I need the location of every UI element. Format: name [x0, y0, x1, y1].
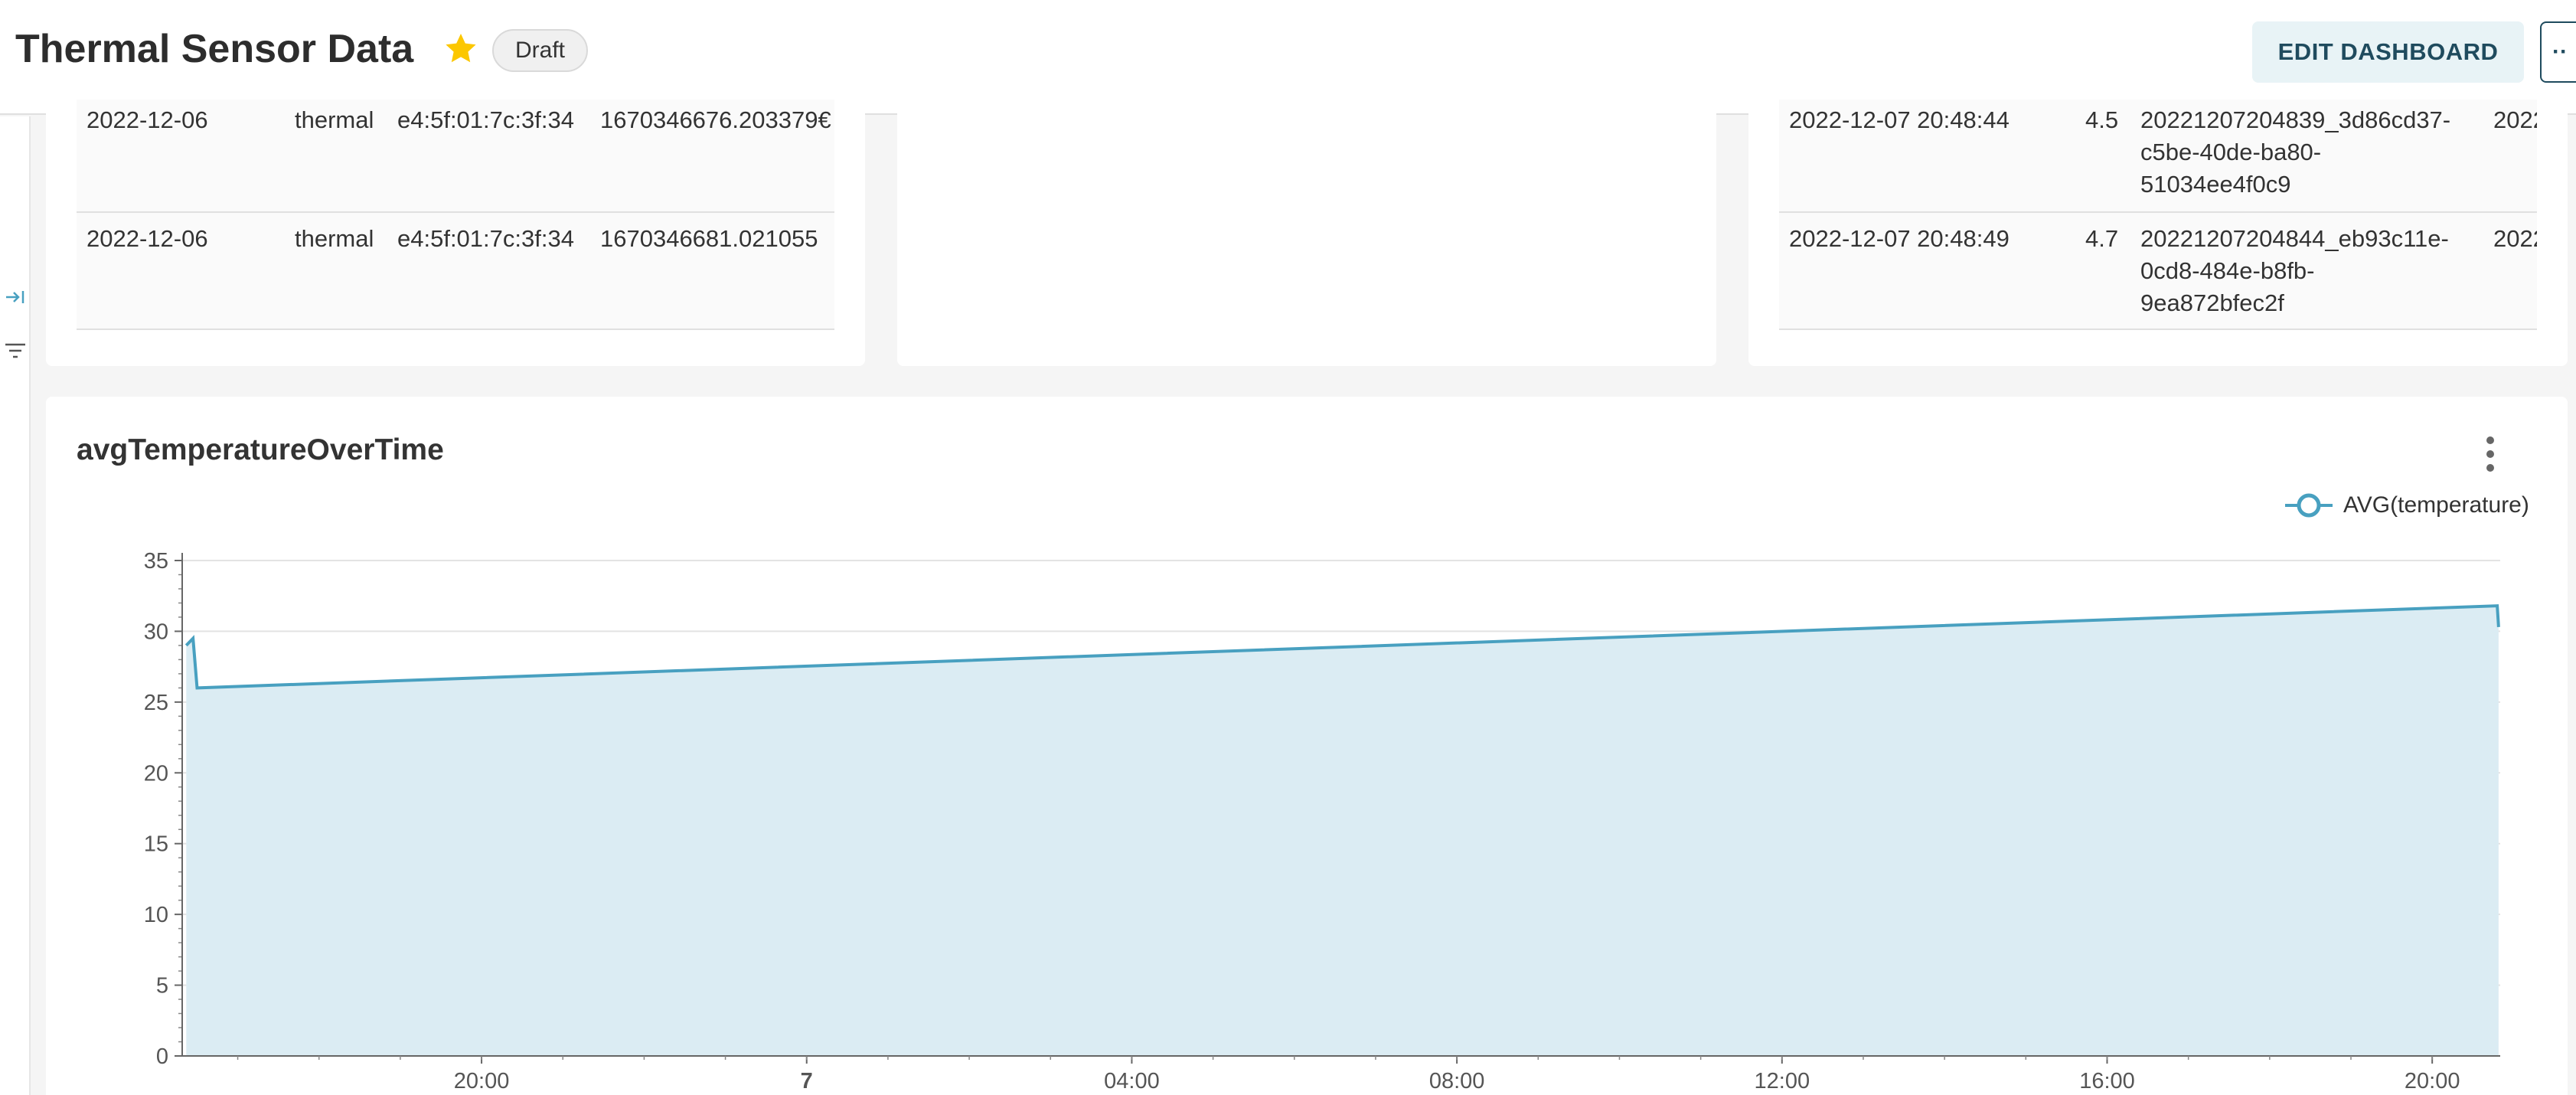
- edit-dashboard-button[interactable]: EDIT DASHBOARD: [2252, 21, 2524, 83]
- mac-cell: e4:5f:01:7c:3f:34: [397, 225, 574, 252]
- x-tick-label: 7: [801, 1069, 813, 1093]
- empty-chart-card: [897, 100, 1716, 366]
- series-area: [186, 606, 2499, 1056]
- x-tick-label: 20:00: [454, 1069, 510, 1093]
- avg-temperature-chart-card: avgTemperatureOverTime AVG(temperature) …: [46, 397, 2568, 1095]
- series-line: [184, 604, 2500, 690]
- type-cell: thermal: [295, 106, 374, 133]
- type-cell: thermal: [295, 225, 374, 252]
- area-chart: 0 5 10 15 20 25 30 35 20:00 7 04:00 08:00 12:00 16:00…: [144, 549, 2500, 1093]
- mac-cell: e4:5f:01:7c:3f:34: [397, 106, 574, 133]
- value-cell: 4.7: [2085, 225, 2119, 252]
- table-row: 2022-12-07 20:48:49 4.7 20221207204844_e…: [1779, 213, 2537, 330]
- x-tick-label: 08:00: [1429, 1069, 1485, 1093]
- x-tick-label: 12:00: [1755, 1069, 1810, 1093]
- y-tick-label: 5: [156, 974, 168, 999]
- id-cell-line: 9ea872bfec2f: [2140, 289, 2284, 316]
- chart-legend[interactable]: AVG(temperature): [2284, 490, 2529, 521]
- y-tick-label: 25: [144, 691, 168, 715]
- expand-icon[interactable]: [3, 285, 28, 309]
- legend-label: AVG(temperature): [2343, 492, 2529, 518]
- table-row: 2022-12-06 thermal e4:5f:01:7c:3f:34 167…: [77, 213, 834, 330]
- table-row: 2022-12-06 thermal e4:5f:01:7c:3f:34 167…: [77, 100, 834, 213]
- id-cell-line: 0cd8-484e-b8fb-: [2140, 257, 2315, 284]
- date-cell: 2022-12-06: [87, 225, 208, 252]
- y-tick-label: 10: [144, 903, 168, 927]
- x-tick-label: 20:00: [2405, 1069, 2460, 1093]
- extra-cell: 2022: [2493, 225, 2537, 252]
- star-icon[interactable]: [442, 31, 479, 67]
- dashboard-title: Thermal Sensor Data: [15, 27, 414, 71]
- id-cell-line: 51034ee4f0c9: [2140, 171, 2291, 198]
- dashboard-header: Thermal Sensor Data Draft EDIT DASHBOARD…: [0, 0, 2576, 115]
- time-cell: 2022-12-07 20:48:44: [1789, 106, 2010, 133]
- id-cell-line: 20221207204844_eb93c11e-: [2140, 225, 2449, 252]
- date-cell: 2022-12-06: [87, 106, 208, 133]
- table-row: 2022-12-07 20:48:44 4.5 20221207204839_3…: [1779, 100, 2537, 213]
- id-cell-line: c5be-40de-ba80-: [2140, 139, 2322, 165]
- id-cell-line: 20221207204839_3d86cd37-: [2140, 106, 2451, 133]
- events-table-card: 2022-12-06 thermal e4:5f:01:7c:3f:34 167…: [46, 100, 865, 366]
- y-tick-label: 20: [144, 761, 168, 786]
- legend-line-marker-icon: [2285, 493, 2333, 518]
- x-tick-label: 04:00: [1104, 1069, 1160, 1093]
- timestamp-cell: 1670346681.021055: [600, 225, 818, 252]
- filter-icon[interactable]: [3, 338, 28, 363]
- draft-badge: Draft: [492, 29, 589, 72]
- x-tick-label: 16:00: [2079, 1069, 2135, 1093]
- y-tick-label: 35: [144, 549, 168, 574]
- more-options-button[interactable]: ··: [2540, 21, 2576, 83]
- y-tick-label: 15: [144, 832, 168, 857]
- time-cell: 2022-12-07 20:48:49: [1789, 225, 2010, 252]
- kebab-menu-icon[interactable]: [2479, 435, 2502, 473]
- y-tick-label: 0: [156, 1044, 168, 1069]
- extra-cell: 2022: [2493, 106, 2537, 133]
- value-cell: 4.5: [2085, 106, 2119, 133]
- y-tick-label: 30: [144, 619, 168, 644]
- readings-table-card: 2022-12-07 20:48:44 4.5 20221207204839_3…: [1748, 100, 2568, 366]
- timestamp-cell: 1670346676.203379€: [600, 106, 831, 133]
- filter-rail: [0, 116, 31, 1095]
- chart-title: avgTemperatureOverTime: [77, 433, 444, 466]
